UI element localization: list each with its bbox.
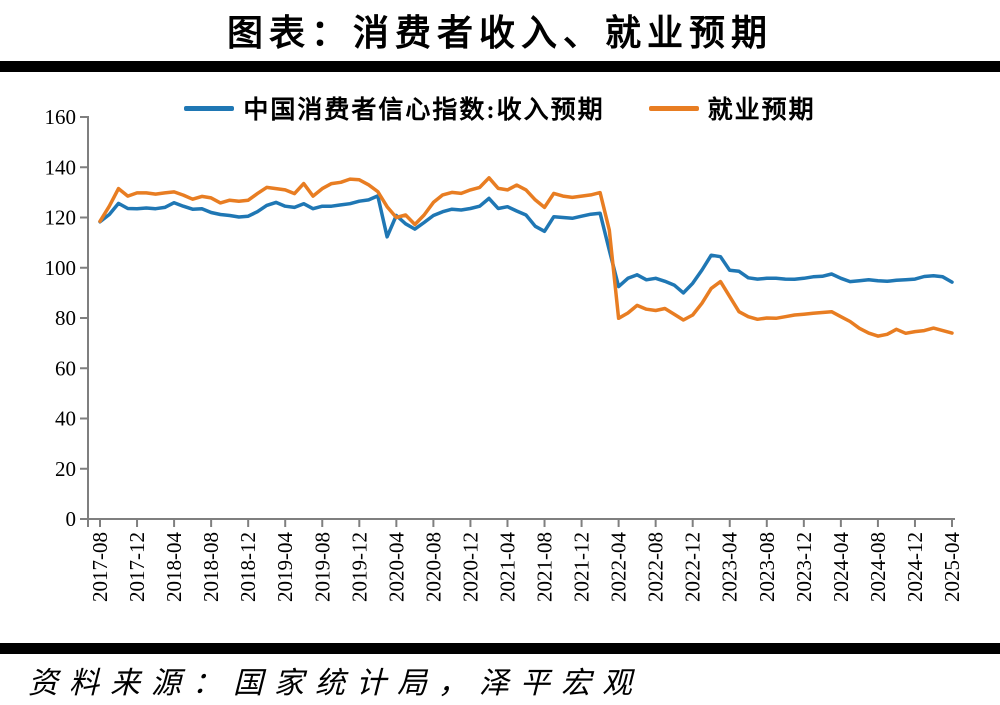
x-tick-label: 2023-12	[792, 532, 816, 602]
x-tick-label: 2023-04	[718, 532, 742, 602]
x-tick-label: 2024-04	[829, 532, 853, 602]
x-tick-label: 2021-08	[533, 532, 557, 602]
income-line-swatch	[184, 105, 235, 111]
x-tick-label: 2018-12	[236, 532, 260, 602]
legend-label-employment: 就业预期	[707, 97, 816, 124]
x-tick-label: 2020-04	[384, 532, 408, 602]
employment-line-swatch	[648, 105, 699, 111]
x-tick-label: 2021-04	[496, 532, 520, 602]
legend: 中国消费者信心指数:收入预期 就业预期	[0, 90, 1000, 126]
x-tick-label: 2017-12	[125, 532, 149, 602]
x-tick-label: 2019-08	[310, 532, 334, 602]
x-tick-label: 2023-08	[755, 532, 779, 602]
x-tick-label: 2022-08	[644, 532, 668, 602]
source-note: 资料来源：国家统计局，泽平宏观	[28, 667, 643, 700]
y-tick-label: 40	[55, 407, 76, 431]
x-tick-label: 2024-08	[866, 532, 890, 602]
chart-title: 图表：消费者收入、就业预期	[226, 13, 773, 53]
x-tick-label: 2024-12	[903, 532, 927, 602]
y-tick-label: 0	[66, 507, 77, 531]
series-line-income	[98, 194, 954, 295]
x-tick-label: 2020-08	[421, 532, 445, 602]
x-tick-label: 2017-08	[88, 532, 112, 602]
legend-item-income: 中国消费者信心指数:收入预期	[184, 90, 604, 126]
y-tick-label: 120	[45, 206, 77, 230]
top-divider	[0, 61, 1000, 72]
y-tick-label: 60	[55, 356, 76, 380]
y-tick-label: 140	[45, 155, 77, 179]
y-tick-label: 80	[55, 306, 76, 330]
legend-item-employment: 就业预期	[648, 90, 816, 126]
x-tick-label: 2022-12	[681, 532, 705, 602]
x-tick-label: 2025-04	[940, 532, 964, 602]
legend-label-income: 中国消费者信心指数:收入预期	[243, 97, 605, 124]
x-tick-label: 2020-12	[458, 532, 482, 602]
x-tick-label: 2018-04	[162, 532, 186, 602]
x-tick-label: 2018-08	[199, 532, 223, 602]
x-tick-label: 2021-12	[570, 532, 594, 602]
bottom-divider	[0, 643, 1000, 654]
series-line-employment	[98, 176, 954, 338]
x-tick-label: 2019-12	[347, 532, 371, 602]
y-tick-label: 20	[55, 457, 76, 481]
x-tick-label: 2022-04	[607, 532, 631, 602]
y-tick-label: 160	[45, 105, 77, 129]
y-tick-label: 100	[45, 256, 77, 280]
x-tick-label: 2019-04	[273, 532, 297, 602]
